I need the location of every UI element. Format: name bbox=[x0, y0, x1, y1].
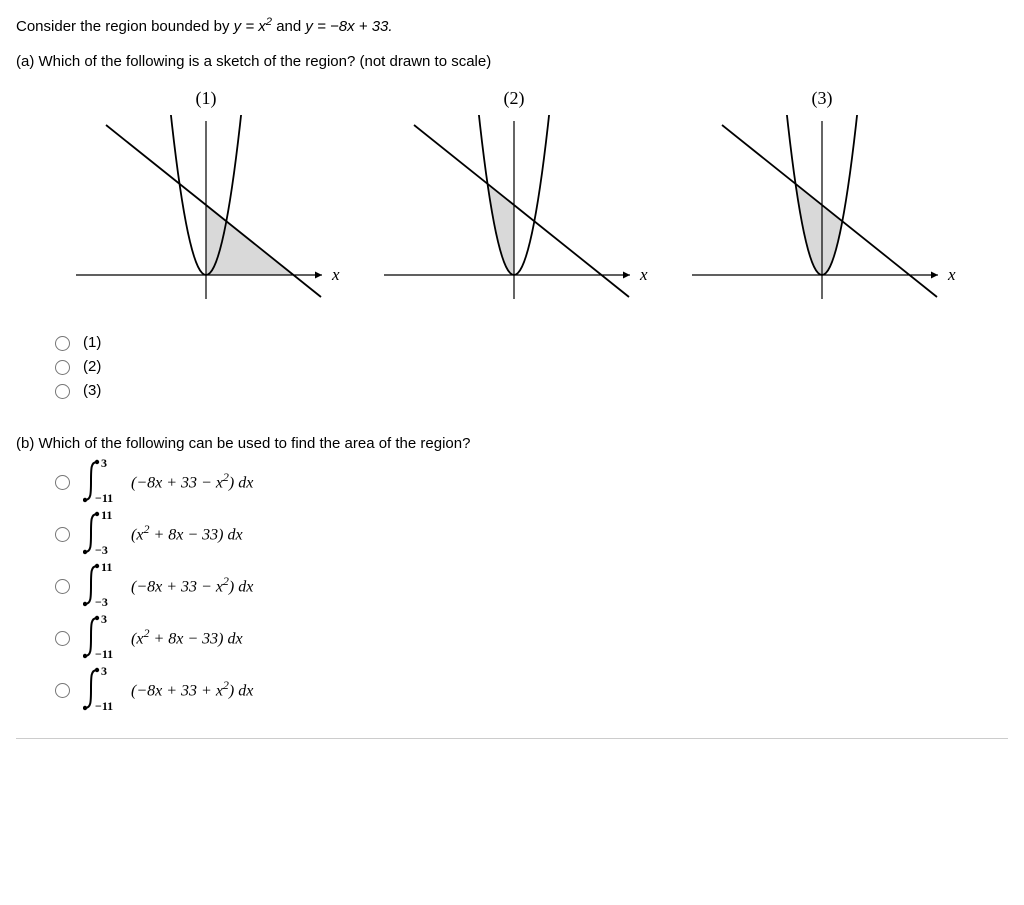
integrand: (−8x + 33 − x2) dx bbox=[131, 470, 253, 492]
radio-a-label: (1) bbox=[83, 334, 101, 351]
integral-option-4: 3 −11 (x2 + 8x − 33) dx bbox=[50, 614, 1008, 660]
figure-3: (3) x bbox=[682, 88, 962, 305]
lower-limit: −11 bbox=[95, 699, 113, 714]
figure-row: (1) x (2) x (3) bbox=[66, 88, 1008, 305]
upper-limit: 3 bbox=[101, 664, 107, 679]
lower-limit: −11 bbox=[95, 647, 113, 662]
integral-option-3: 11 −3 (−8x + 33 − x2) dx bbox=[50, 562, 1008, 608]
eq2: y = −8x + 33. bbox=[305, 18, 392, 35]
integral-option-5: 3 −11 (−8x + 33 + x2) dx bbox=[50, 666, 1008, 712]
figure-2: (2) x bbox=[374, 88, 654, 305]
integrand: (−8x + 33 − x2) dx bbox=[131, 574, 253, 596]
integral-expr: 3 −11 (x2 + 8x − 33) dx bbox=[83, 614, 243, 660]
integral-expr: 3 −11 (−8x + 33 − x2) dx bbox=[83, 458, 253, 504]
part-b-options: 3 −11 (−8x + 33 − x2) dx 11 −3 (x2 + 8x … bbox=[50, 458, 1008, 712]
svg-text:x: x bbox=[639, 265, 648, 284]
integral-sign-icon: 11 −3 bbox=[83, 510, 109, 556]
radio-b-input-5[interactable] bbox=[55, 683, 70, 698]
part-a-radios: (1) (2) (3) bbox=[50, 333, 1008, 399]
integral-expr: 3 −11 (−8x + 33 + x2) dx bbox=[83, 666, 253, 712]
figure-label: (1) bbox=[196, 88, 217, 109]
lower-limit: −3 bbox=[95, 543, 108, 558]
figure-label: (3) bbox=[812, 88, 833, 109]
intro-prefix: Consider the region bounded by bbox=[16, 18, 234, 35]
integral-option-1: 3 −11 (−8x + 33 − x2) dx bbox=[50, 458, 1008, 504]
radio-a-1: (1) bbox=[50, 333, 1008, 351]
svg-text:x: x bbox=[331, 265, 340, 284]
radio-b-input-1[interactable] bbox=[55, 475, 70, 490]
radio-a-label: (2) bbox=[83, 358, 101, 375]
radio-a-2: (2) bbox=[50, 357, 1008, 375]
part-a-text: (a) Which of the following is a sketch o… bbox=[16, 53, 1008, 70]
radio-a-input-3[interactable] bbox=[55, 384, 70, 399]
intro-mid: and bbox=[276, 18, 305, 35]
divider bbox=[16, 738, 1008, 739]
integral-expr: 11 −3 (x2 + 8x − 33) dx bbox=[83, 510, 243, 556]
radio-a-label: (3) bbox=[83, 382, 101, 399]
integral-sign-icon: 3 −11 bbox=[83, 458, 109, 504]
svg-text:x: x bbox=[947, 265, 956, 284]
upper-limit: 11 bbox=[101, 508, 112, 523]
figure-label: (2) bbox=[504, 88, 525, 109]
lower-limit: −3 bbox=[95, 595, 108, 610]
integral-sign-icon: 11 −3 bbox=[83, 562, 109, 608]
integral-sign-icon: 3 −11 bbox=[83, 614, 109, 660]
upper-limit: 3 bbox=[101, 456, 107, 471]
radio-b-input-2[interactable] bbox=[55, 527, 70, 542]
question-intro: Consider the region bounded by y = x2 an… bbox=[16, 16, 1008, 35]
radio-a-3: (3) bbox=[50, 381, 1008, 399]
eq1: y = x2 bbox=[234, 18, 272, 35]
radio-b-input-4[interactable] bbox=[55, 631, 70, 646]
integrand: (x2 + 8x − 33) dx bbox=[131, 626, 243, 648]
upper-limit: 3 bbox=[101, 612, 107, 627]
integral-sign-icon: 3 −11 bbox=[83, 666, 109, 712]
lower-limit: −11 bbox=[95, 491, 113, 506]
integral-option-2: 11 −3 (x2 + 8x − 33) dx bbox=[50, 510, 1008, 556]
integral-expr: 11 −3 (−8x + 33 − x2) dx bbox=[83, 562, 253, 608]
radio-b-input-3[interactable] bbox=[55, 579, 70, 594]
upper-limit: 11 bbox=[101, 560, 112, 575]
radio-a-input-2[interactable] bbox=[55, 360, 70, 375]
integrand: (x2 + 8x − 33) dx bbox=[131, 522, 243, 544]
part-b-text: (b) Which of the following can be used t… bbox=[16, 435, 1008, 452]
radio-a-input-1[interactable] bbox=[55, 336, 70, 351]
figure-1: (1) x bbox=[66, 88, 346, 305]
integrand: (−8x + 33 + x2) dx bbox=[131, 678, 253, 700]
